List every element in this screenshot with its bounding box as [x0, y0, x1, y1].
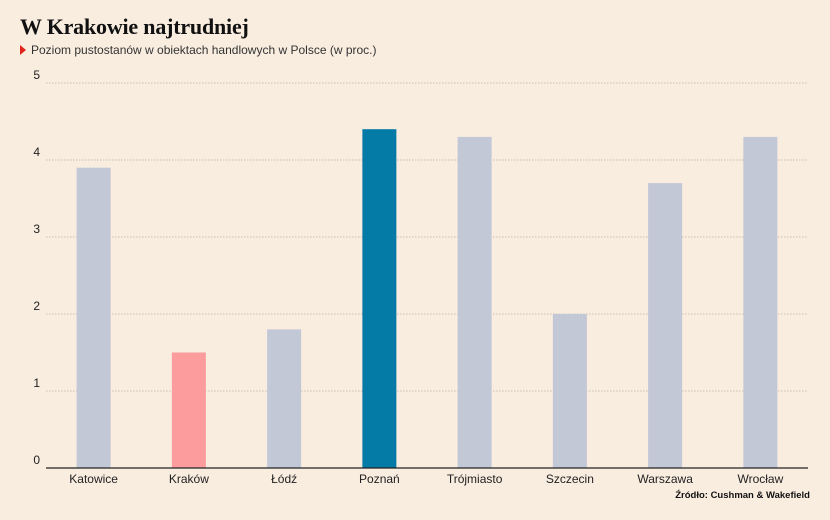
x-tick-label: Kraków	[169, 472, 209, 486]
bar	[457, 136, 492, 468]
bar	[552, 314, 587, 468]
subtitle-row: Poziom pustostanów w obiektach handlowyc…	[20, 43, 377, 57]
chart-title: W Krakowie najtrudniej	[20, 14, 249, 39]
bar	[648, 183, 683, 468]
triangle-marker-icon	[20, 45, 26, 55]
x-tick-label: Katowice	[69, 472, 118, 486]
y-tick-label: 0	[33, 453, 40, 467]
chart-subtitle: Poziom pustostanów w obiektach handlowyc…	[31, 43, 377, 57]
bar	[76, 167, 111, 468]
x-tick-label: Wrocław	[737, 472, 783, 486]
bar	[743, 136, 778, 468]
x-tick-label: Szczecin	[546, 472, 594, 486]
x-tick-label: Poznań	[359, 472, 400, 486]
y-tick-label: 2	[33, 299, 40, 313]
x-tick-label: Łódź	[271, 472, 297, 486]
bar	[171, 352, 206, 468]
bar	[362, 129, 397, 468]
source-note: Źródło: Cushman & Wakefield	[675, 490, 810, 501]
y-tick-label: 5	[33, 68, 40, 82]
x-tick-label: Warszawa	[637, 472, 693, 486]
y-tick-label: 3	[33, 222, 40, 236]
y-tick-label: 1	[33, 376, 40, 390]
x-tick-label: Trójmiasto	[447, 472, 503, 486]
bar	[267, 329, 302, 468]
y-tick-label: 4	[33, 145, 40, 159]
